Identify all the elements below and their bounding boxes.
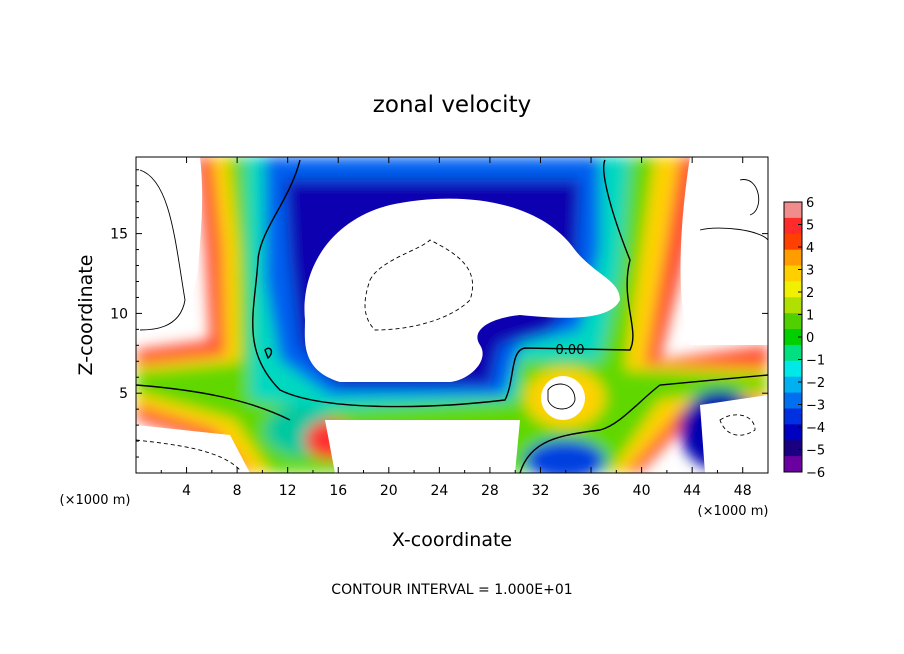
y-axis: 5 10 15 — [110, 169, 768, 458]
x-tick-label: 44 — [683, 483, 701, 499]
x-tick-label: 12 — [279, 483, 297, 499]
x-tick-label: 40 — [633, 483, 651, 499]
x-unit-label-left: (×1000 m) — [60, 493, 131, 508]
y-tick-label: 5 — [119, 386, 128, 402]
colorbar-tick-label: −4 — [806, 421, 825, 436]
colorbar-tick-label: −1 — [806, 354, 825, 369]
colorbar-segment — [784, 456, 802, 473]
colorbar-tick-label: 1 — [806, 309, 814, 324]
x-tick-label: 16 — [329, 483, 347, 499]
colorbar-tick-label: 4 — [806, 241, 814, 256]
colorbar-segment — [784, 360, 802, 378]
x-tick-label: 4 — [182, 483, 191, 499]
colorbar-segment — [784, 408, 802, 425]
colorbar: 6 5 4 3 2 1 0 −1 −2 −3 −4 −5 −6 — [783, 196, 825, 481]
colorbar-segment — [784, 392, 802, 409]
colorbar-tick-label: 2 — [806, 286, 814, 301]
colorbar-segment — [784, 249, 802, 267]
x-tick-label: 28 — [481, 483, 499, 499]
colorbar-tick-label: 0 — [806, 331, 814, 346]
x-tick-label: 24 — [430, 483, 448, 499]
colorbar-segment — [784, 313, 802, 330]
colorbar-tick-label: 5 — [806, 219, 814, 234]
chart-title: zonal velocity — [373, 92, 531, 118]
colorbar-segment — [784, 265, 802, 282]
colorbar-segment — [784, 202, 802, 219]
colorbar-segment — [784, 329, 802, 346]
colorbar-segment — [784, 376, 802, 394]
colorbar-tick-label: 6 — [806, 196, 814, 211]
x-tick-label: 48 — [734, 483, 752, 499]
colorbar-tick-label: −2 — [806, 376, 825, 391]
colorbar-tick-label: 3 — [806, 264, 814, 279]
x-tick-label: 20 — [380, 483, 398, 499]
x-tick-label: 8 — [233, 483, 242, 499]
heatmap-field — [136, 157, 768, 473]
x-tick-label: 32 — [532, 483, 550, 499]
y-tick-label: 10 — [110, 306, 128, 322]
contour-label: 0.00 — [556, 343, 585, 358]
colorbar-segment — [784, 217, 802, 235]
colorbar-segment — [784, 281, 802, 298]
y-tick-label: 15 — [110, 227, 128, 243]
x-axis-label: X-coordinate — [392, 529, 512, 551]
colorbar-segment — [784, 424, 802, 441]
contour-interval-text: CONTOUR INTERVAL = 1.000E+01 — [331, 582, 572, 598]
x-unit-label-right: (×1000 m) — [698, 504, 769, 519]
x-axis: 4 8 12 16 20 24 28 32 36 40 44 48 — [160, 157, 752, 499]
colorbar-segment — [784, 440, 802, 457]
x-tick-label: 36 — [582, 483, 600, 499]
plot-frame — [135, 156, 769, 474]
colorbar-tick-label: −5 — [806, 444, 825, 459]
y-axis-label: Z-coordinate — [75, 255, 97, 376]
colorbar-segment — [784, 297, 802, 314]
colorbar-tick-label: −3 — [806, 399, 825, 414]
colorbar-segment — [784, 233, 802, 251]
colorbar-segment — [784, 344, 802, 362]
colorbar-tick-label: −6 — [806, 466, 825, 481]
